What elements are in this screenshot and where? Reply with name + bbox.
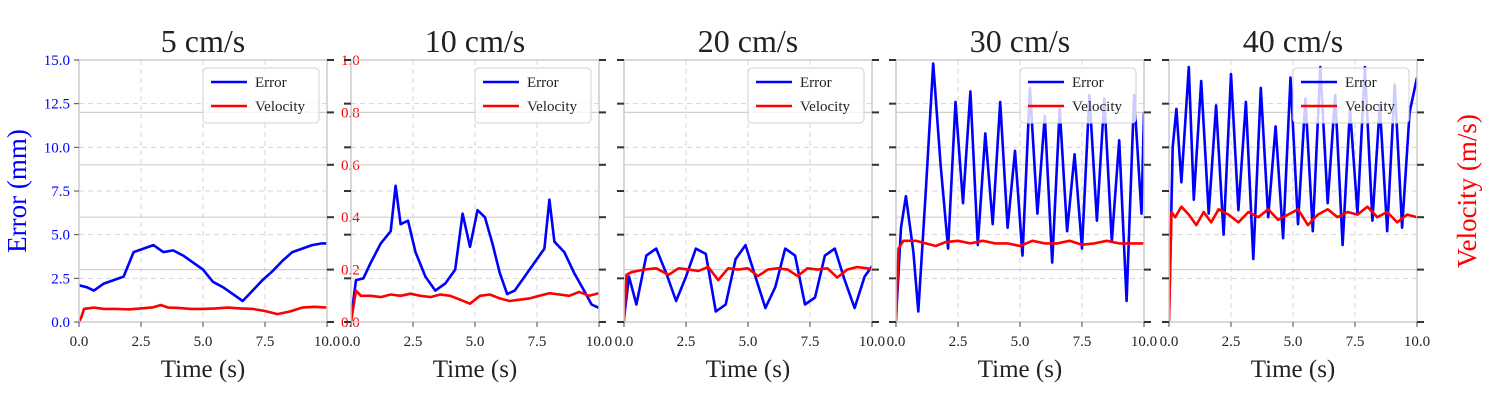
left-y-axis-label: Error (mm) bbox=[2, 129, 32, 253]
x-tick-label: 0.0 bbox=[615, 334, 634, 350]
x-tick-label: 5.0 bbox=[1284, 334, 1303, 350]
legend-label: Error bbox=[800, 75, 832, 91]
x-tick-label: 2.5 bbox=[949, 334, 968, 350]
legend-label: Velocity bbox=[255, 99, 305, 115]
legend-label: Velocity bbox=[1072, 99, 1122, 115]
series-line-velocity bbox=[79, 303, 327, 322]
legend-label: Velocity bbox=[1345, 99, 1395, 115]
x-axis-label: Time (s) bbox=[978, 356, 1063, 383]
x-tick-label: 2.5 bbox=[404, 334, 423, 350]
y-tick-label: 0.0 bbox=[51, 315, 70, 331]
subplot-2: 0.0 2.5 5.0 7.5 10.0 10 cm/s Time (s) Error Velo… bbox=[342, 23, 613, 383]
x-tick-label: 2.5 bbox=[132, 334, 151, 350]
x-tick-label: 0.0 bbox=[1160, 334, 1179, 350]
legend-label: Error bbox=[1072, 75, 1104, 91]
x-tick-label: 7.5 bbox=[528, 334, 547, 350]
legend: Error Velocity bbox=[202, 67, 320, 124]
x-tick-label: 0.0 bbox=[887, 334, 906, 350]
legend-label: Error bbox=[527, 75, 559, 91]
x-tick-label: 7.5 bbox=[256, 334, 275, 350]
x-tick-label: 10.0 bbox=[1404, 334, 1430, 350]
chart-title: 10 cm/s bbox=[425, 23, 525, 59]
y-tick-label: 12.5 bbox=[44, 97, 70, 113]
legend: Error Velocity bbox=[1292, 67, 1410, 124]
series-line-velocity bbox=[624, 265, 872, 322]
x-tick-label: 10.0 bbox=[586, 334, 612, 350]
x-tick-label: 10.0 bbox=[314, 334, 340, 350]
y-tick-label: 15.0 bbox=[44, 53, 70, 69]
series-line-error bbox=[351, 184, 599, 319]
chart-title: 20 cm/s bbox=[698, 23, 798, 59]
x-tick-label: 7.5 bbox=[1073, 334, 1092, 350]
y-tick-label: 7.5 bbox=[51, 184, 70, 200]
x-tick-label: 5.0 bbox=[739, 334, 758, 350]
x-axis-label: Time (s) bbox=[433, 356, 518, 383]
x-tick-label: 10.0 bbox=[1131, 334, 1157, 350]
series-line-error bbox=[79, 242, 327, 303]
x-tick-label: 5.0 bbox=[194, 334, 213, 350]
y-tick-label: 2.5 bbox=[51, 271, 70, 287]
series-line-velocity bbox=[351, 289, 599, 322]
subplot-4: 0.0 2.5 5.0 7.5 10.0 30 cm/s Time (s) Error Velo… bbox=[887, 23, 1158, 383]
x-tick-label: 5.0 bbox=[466, 334, 485, 350]
x-tick-label: 2.5 bbox=[1222, 334, 1241, 350]
series-line-velocity bbox=[896, 239, 1144, 322]
chart-title: 30 cm/s bbox=[970, 23, 1070, 59]
subplot-1: 0.0 2.5 5.0 7.5 10.00.02.55.07.510.012.515.0… bbox=[44, 23, 361, 383]
y-tick-label: 10.0 bbox=[44, 140, 70, 156]
legend-label: Error bbox=[255, 75, 287, 91]
x-axis-label: Time (s) bbox=[1251, 356, 1336, 383]
legend: Error Velocity bbox=[747, 67, 865, 124]
x-tick-label: 10.0 bbox=[859, 334, 885, 350]
legend-label: Velocity bbox=[800, 99, 850, 115]
x-tick-label: 0.0 bbox=[342, 334, 361, 350]
x-tick-label: 7.5 bbox=[801, 334, 820, 350]
legend-label: Velocity bbox=[527, 99, 577, 115]
chart-title: 5 cm/s bbox=[161, 23, 245, 59]
chart-title: 40 cm/s bbox=[1243, 23, 1343, 59]
x-tick-label: 5.0 bbox=[1011, 334, 1030, 350]
x-tick-label: 0.0 bbox=[70, 334, 89, 350]
legend-label: Error bbox=[1345, 75, 1377, 91]
x-axis-label: Time (s) bbox=[161, 356, 246, 383]
subplot-panels: 0.0 2.5 5.0 7.5 10.00.02.55.07.510.012.515.0… bbox=[44, 23, 1430, 383]
right-y-axis-label: Velocity (m/s) bbox=[1452, 114, 1482, 268]
subplot-5: 0.0 2.5 5.0 7.5 10.0 40 cm/s Time (s) Error Velo… bbox=[1160, 23, 1431, 383]
x-tick-label: 2.5 bbox=[677, 334, 696, 350]
series-line-velocity bbox=[1169, 205, 1417, 322]
subplot-3: 0.0 2.5 5.0 7.5 10.0 20 cm/s Time (s) Error Velo… bbox=[615, 23, 886, 383]
series-line-error bbox=[1169, 65, 1417, 319]
x-axis-label: Time (s) bbox=[706, 356, 791, 383]
series-line-error bbox=[624, 243, 872, 319]
x-tick-label: 7.5 bbox=[1346, 334, 1365, 350]
y-tick-label: 5.0 bbox=[51, 228, 70, 244]
legend: Error Velocity bbox=[474, 67, 592, 124]
legend: Error Velocity bbox=[1019, 67, 1137, 124]
